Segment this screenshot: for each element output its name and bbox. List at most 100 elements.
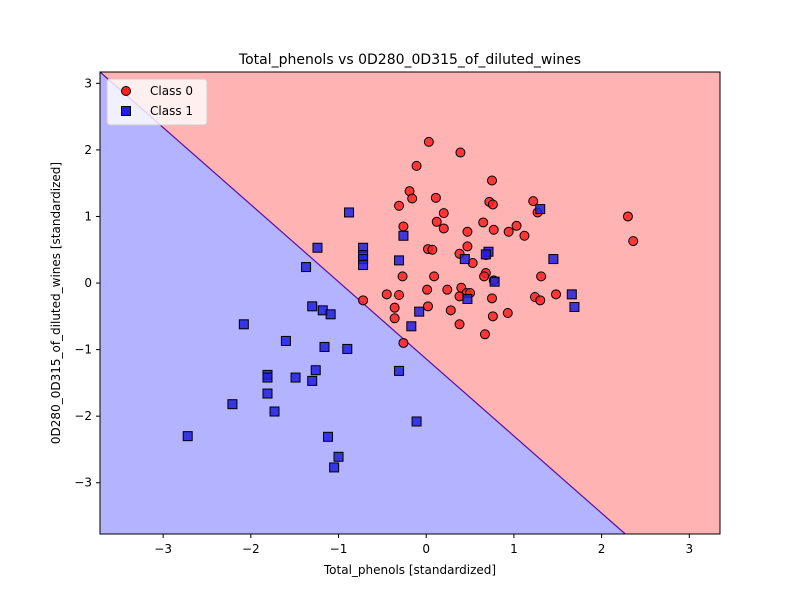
class-0-point (503, 226, 514, 237)
x-tick-label: 2 (598, 542, 606, 556)
class-1-point (301, 262, 312, 273)
class-1-point (414, 306, 425, 317)
class-0-point (381, 289, 392, 300)
class-1-point (325, 309, 336, 320)
legend-box (106, 78, 208, 126)
class-0-point (438, 208, 449, 219)
class-0-point (389, 302, 400, 313)
class-0-point (486, 293, 497, 304)
class-1-point (358, 260, 369, 271)
class-0-point (427, 244, 438, 255)
class-0-point (394, 200, 405, 211)
class-1-point (238, 319, 249, 330)
class-0-point (486, 175, 497, 186)
legend-marker-class-0 (121, 86, 131, 96)
x-tick-label: 3 (685, 542, 693, 556)
x-tick-label: 1 (510, 542, 518, 556)
y-axis-ticks: −3 −2 −1 0 1 2 3 (74, 76, 100, 490)
class-0-point (487, 199, 498, 210)
plot-frame (99, 71, 721, 535)
chart-title: Total_phenols vs 0D280_0D315_of_diluted_… (238, 52, 581, 68)
class-1-point (182, 431, 193, 442)
class-0-point (454, 319, 465, 330)
class-1-point (307, 301, 318, 312)
class-1-point (411, 416, 422, 427)
class-1-point (319, 341, 330, 352)
class-0-point (628, 236, 639, 247)
class-0-point (511, 220, 522, 231)
class-0-point (551, 289, 562, 300)
y-axis-label: 0D280_0D315_of_diluted_wines [standardiz… (49, 162, 63, 444)
class-0-point (536, 271, 547, 282)
class-0-point (528, 196, 539, 207)
class-1-point (535, 204, 546, 215)
class-1-point (489, 276, 500, 287)
class-0-point (398, 221, 409, 232)
class-0-point (422, 301, 433, 312)
class-1-point (462, 294, 473, 305)
decision-regions (100, 72, 720, 534)
class-0-point (358, 295, 369, 306)
class-1-point (480, 249, 491, 260)
y-tick-label: −1 (74, 343, 92, 357)
class-1-point (548, 254, 559, 265)
class-1-point (269, 406, 280, 417)
class-0-point (398, 337, 409, 348)
y-tick-label: 3 (84, 76, 92, 90)
y-tick-label: −3 (74, 476, 92, 490)
class-0-point (430, 192, 441, 203)
y-tick-label: 2 (84, 143, 92, 157)
class-1-point (280, 335, 291, 346)
class-0-point (455, 147, 466, 158)
class-0-point (462, 226, 473, 237)
class-0-point (488, 224, 499, 235)
class-1-point (394, 255, 405, 266)
class-1-point (307, 375, 318, 386)
legend-label-class-0: Class 0 (150, 84, 193, 98)
class-1-point (290, 372, 301, 383)
class-1-point (398, 230, 409, 241)
class-1-point (333, 451, 344, 462)
class-1-point (310, 365, 321, 376)
class-1-point (323, 431, 334, 442)
class-0-point (394, 290, 405, 301)
class-0-point (389, 313, 400, 324)
class-1-point (262, 372, 273, 383)
class-0-point (478, 217, 489, 228)
class-1-point (342, 343, 353, 354)
class-0-point (462, 241, 473, 252)
x-axis-ticks: −3 −2 −1 0 1 2 3 (154, 534, 693, 556)
legend-label-class-1: Class 1 (150, 104, 193, 118)
class-0-point (442, 284, 453, 295)
class-0-point (423, 136, 434, 147)
x-tick-label: −3 (154, 542, 172, 556)
class-0-point (502, 307, 513, 318)
class-1-point (312, 242, 323, 253)
x-tick-label: −1 (330, 542, 348, 556)
class-1-point (262, 388, 273, 399)
x-tick-label: 0 (422, 542, 430, 556)
class-0-point (487, 311, 498, 322)
x-tick-label: −2 (242, 542, 260, 556)
class-1-point (394, 365, 405, 376)
x-axis-label: Total_phenols [standardized] (323, 563, 496, 577)
legend-marker-class-1 (121, 106, 131, 116)
class-1-point (329, 462, 340, 473)
class-1-point (569, 301, 580, 312)
y-tick-label: 1 (84, 209, 92, 223)
class-0-point (479, 329, 490, 340)
data-points (182, 136, 639, 473)
class-0-point (519, 230, 530, 241)
class-0-region (100, 72, 720, 534)
class-0-point (429, 271, 440, 282)
class-0-point (422, 284, 433, 295)
class-0-point (622, 211, 633, 222)
class-1-point (406, 321, 417, 332)
class-0-point (431, 216, 442, 227)
y-tick-label: 0 (84, 276, 92, 290)
class-1-point (344, 207, 355, 218)
class-1-point (566, 289, 577, 300)
class-0-point (445, 305, 456, 316)
class-0-point (411, 160, 422, 171)
